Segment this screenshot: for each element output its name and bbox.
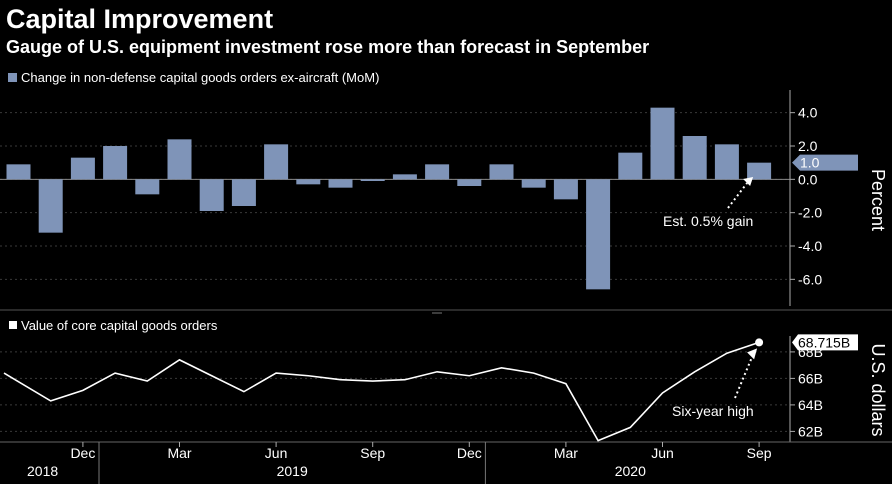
bar	[618, 152, 643, 180]
bar	[167, 139, 192, 180]
x-tick-label: Dec	[70, 445, 95, 461]
bar-y-tick-label: 4.0	[798, 105, 818, 121]
line-panel-grid	[0, 351, 790, 432]
bar	[199, 179, 224, 211]
x-tick-label: Sep	[747, 445, 772, 461]
bar-last-value-label: 1.0	[800, 155, 820, 171]
six-year-high-annotation: Six-year high	[672, 403, 754, 419]
x-tick-label: Mar	[554, 445, 578, 461]
bar	[457, 179, 482, 186]
x-tick-label: Mar	[167, 445, 191, 461]
bar-y-tick-label: -6.0	[798, 271, 822, 287]
line-last-value-label: 68.715B	[798, 334, 850, 350]
bar-y-tick-label: 2.0	[798, 138, 818, 154]
x-axis: Dec Mar Jun Sep Dec Mar Jun Sep 2018 2019 2020	[27, 442, 772, 484]
line-y-axis-label: U.S. dollars	[868, 343, 888, 436]
bar	[553, 179, 578, 200]
core-orders-last-point	[755, 338, 764, 347]
line-legend-swatch	[9, 321, 17, 329]
bar	[360, 179, 385, 181]
bar-y-axis-label: Percent	[868, 169, 888, 231]
bar-y-tick-label: 0.0	[798, 171, 818, 187]
bar	[489, 164, 514, 180]
bar-last-value-tag	[792, 154, 858, 171]
bar	[714, 144, 739, 180]
x-tick-label: Jun	[651, 445, 674, 461]
line-last-value-tag	[792, 334, 858, 351]
bar	[231, 179, 256, 206]
x-year-label: 2020	[615, 463, 646, 479]
core-orders-line	[3, 341, 760, 442]
line-y-tick-label: 62B	[798, 423, 823, 439]
bar-legend-label: Change in non-defense capital goods orde…	[21, 70, 379, 85]
x-tick-label: Jun	[265, 445, 288, 461]
bar	[6, 164, 31, 180]
bar	[296, 179, 321, 185]
x-tick-label: Sep	[360, 445, 385, 461]
bar-series	[6, 107, 772, 290]
bar	[70, 157, 95, 180]
bar-panel-axis: 4.0 2.0 0.0 -2.0 -4.0 -6.0 1.0	[789, 90, 858, 306]
bar-y-tick-label: -2.0	[798, 205, 822, 221]
bar-legend-swatch	[8, 73, 17, 82]
est-gain-annotation: Est. 0.5% gain	[663, 213, 753, 229]
bar	[682, 136, 707, 180]
bar	[747, 162, 772, 180]
bar	[650, 107, 675, 180]
six-year-high-arrowhead	[747, 348, 758, 360]
x-tick-label: Dec	[457, 445, 482, 461]
chart-title: Capital Improvement	[6, 4, 274, 34]
bar	[425, 164, 450, 180]
chart-subtitle: Gauge of U.S. equipment investment rose …	[6, 37, 650, 57]
bar	[521, 179, 546, 188]
bar-y-tick-label: -4.0	[798, 238, 822, 254]
bar	[264, 144, 289, 180]
line-legend-label: Value of core capital goods orders	[21, 318, 218, 333]
bar	[392, 174, 417, 180]
bar	[103, 146, 128, 180]
line-y-tick-label: 66B	[798, 370, 823, 386]
x-year-label: 2018	[27, 463, 58, 479]
bar	[586, 179, 611, 290]
bar	[135, 179, 160, 195]
bar	[328, 179, 353, 188]
line-y-tick-label: 64B	[798, 397, 823, 413]
est-gain-arrow	[727, 182, 748, 209]
est-gain-arrowhead	[743, 177, 754, 186]
six-year-high-arrow	[734, 354, 755, 399]
bar	[38, 179, 63, 233]
x-year-label: 2019	[277, 463, 308, 479]
